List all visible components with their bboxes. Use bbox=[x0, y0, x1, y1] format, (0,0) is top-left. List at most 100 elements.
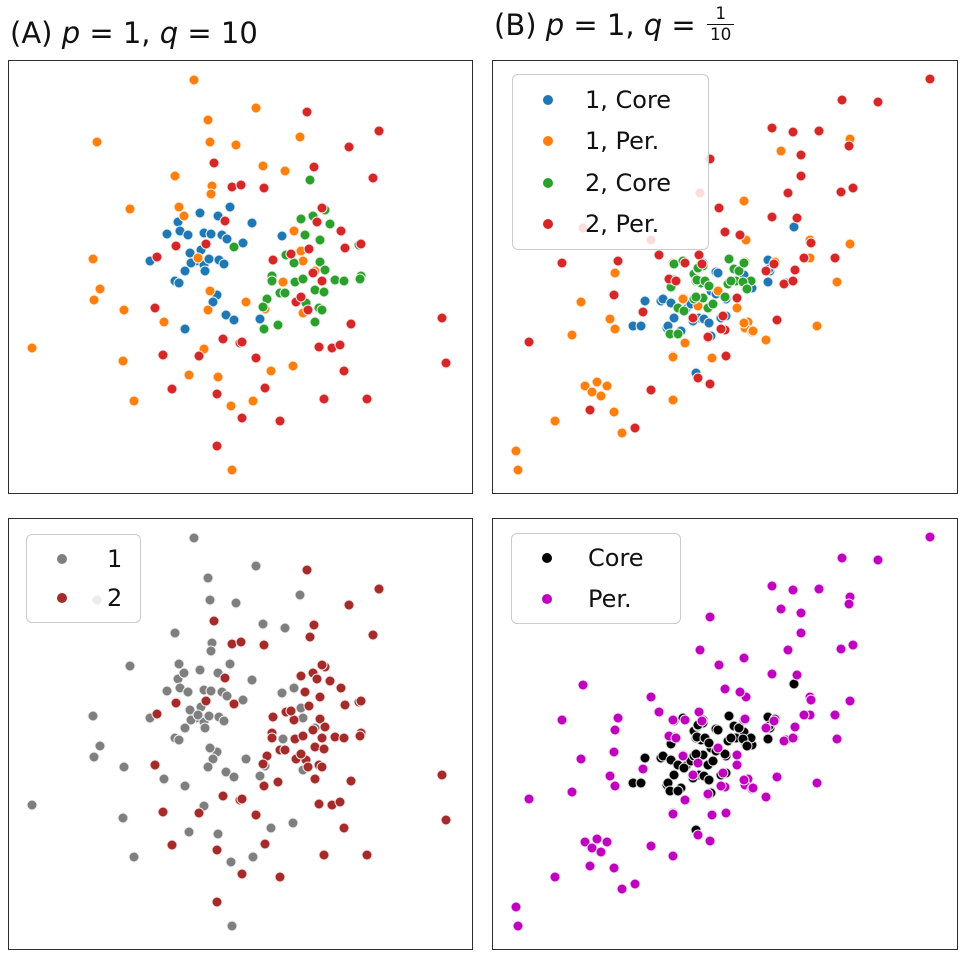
data-point-1-per bbox=[183, 369, 195, 381]
data-point-1-per bbox=[250, 102, 262, 114]
data-point-2 bbox=[272, 776, 284, 788]
data-point-2 bbox=[236, 868, 248, 880]
data-point-core bbox=[672, 785, 684, 797]
data-point-per bbox=[734, 686, 746, 698]
data-point-per bbox=[775, 603, 787, 615]
data-point-2-per bbox=[236, 336, 248, 348]
data-point-2 bbox=[299, 686, 311, 698]
data-point-2 bbox=[316, 732, 328, 744]
data-point-2-per bbox=[608, 289, 620, 301]
scatter-panel-c: 1 2 bbox=[8, 518, 473, 950]
data-point-2-per bbox=[170, 240, 182, 252]
data-point-2-per bbox=[436, 312, 448, 324]
data-point-core bbox=[639, 752, 651, 764]
data-point-2-per bbox=[361, 393, 373, 405]
data-point-1 bbox=[161, 685, 173, 697]
data-point-1-per bbox=[124, 203, 136, 215]
legend-item: Per. bbox=[512, 585, 680, 613]
data-point-1 bbox=[218, 715, 230, 727]
data-point-1-per bbox=[566, 329, 578, 341]
data-point-1-core bbox=[224, 201, 236, 213]
data-point-1-core bbox=[179, 265, 191, 277]
data-point-1-core bbox=[173, 277, 185, 289]
data-point-1-per bbox=[202, 114, 214, 126]
data-point-1-per bbox=[595, 390, 607, 402]
data-point-2 bbox=[301, 564, 313, 576]
data-point-1-per bbox=[128, 395, 140, 407]
data-point-2-per bbox=[734, 229, 746, 241]
data-point-2-per bbox=[787, 275, 799, 287]
data-point-2-per bbox=[285, 248, 297, 260]
data-point-2-per bbox=[702, 331, 714, 343]
data-point-per bbox=[645, 840, 657, 852]
legend-label: Per. bbox=[588, 584, 632, 613]
data-point-2-per bbox=[795, 149, 807, 161]
data-point-1 bbox=[228, 771, 240, 783]
data-point-per bbox=[747, 782, 759, 794]
data-point-1-per bbox=[204, 285, 216, 297]
data-point-2 bbox=[211, 844, 223, 856]
data-point-2-per bbox=[367, 172, 379, 184]
data-point-1-per bbox=[609, 323, 621, 335]
data-point-1 bbox=[246, 674, 258, 686]
data-point-1-per bbox=[760, 334, 772, 346]
legend-label: 2, Per. bbox=[585, 210, 660, 239]
data-point-2-core bbox=[257, 301, 269, 313]
data-point-2-per bbox=[316, 202, 328, 214]
data-point-2 bbox=[354, 730, 366, 742]
data-point-per bbox=[720, 807, 732, 819]
data-point-1-per bbox=[579, 380, 591, 392]
data-point-2-per bbox=[335, 225, 347, 237]
data-point-2 bbox=[318, 849, 330, 861]
data-point-1-per bbox=[230, 139, 242, 151]
data-point-per bbox=[692, 829, 704, 841]
data-point-1-per bbox=[679, 337, 691, 349]
data-point-2-per bbox=[193, 350, 205, 362]
data-point-2-per bbox=[316, 275, 328, 287]
data-point-1-per bbox=[549, 415, 561, 427]
data-point-2 bbox=[318, 743, 330, 755]
data-point-2-per bbox=[313, 341, 325, 353]
data-point-1 bbox=[240, 753, 252, 765]
data-point-core bbox=[678, 762, 690, 774]
data-point-per bbox=[795, 607, 807, 619]
data-point-per bbox=[667, 714, 679, 726]
data-point-1 bbox=[277, 733, 289, 745]
data-point-2 bbox=[345, 775, 357, 787]
data-point-2-per bbox=[782, 187, 794, 199]
data-point-2 bbox=[274, 871, 286, 883]
data-point-2-per bbox=[760, 265, 772, 277]
data-point-1 bbox=[183, 826, 195, 838]
data-point-1-per bbox=[118, 304, 130, 316]
data-point-2-per bbox=[813, 125, 825, 137]
data-point-2 bbox=[343, 599, 355, 611]
data-point-2 bbox=[355, 695, 367, 707]
data-point-core bbox=[668, 769, 680, 781]
data-point-1-per bbox=[226, 464, 238, 476]
data-point-1-per bbox=[88, 294, 100, 306]
data-point-1 bbox=[276, 687, 288, 699]
data-point-1 bbox=[288, 682, 300, 694]
data-point-per bbox=[829, 709, 841, 721]
data-point-2-per bbox=[704, 378, 716, 390]
data-point-2-per bbox=[311, 216, 323, 228]
data-point-1 bbox=[117, 812, 129, 824]
legend-label: 1, Per. bbox=[585, 127, 660, 156]
data-point-2-core bbox=[299, 229, 311, 241]
data-point-1-core bbox=[182, 229, 194, 241]
data-point-1-per bbox=[277, 276, 289, 288]
data-point-per bbox=[706, 809, 718, 821]
data-point-per bbox=[847, 639, 859, 651]
data-point-2-per bbox=[717, 310, 729, 322]
legend-marker-1-core bbox=[543, 94, 553, 105]
data-point-2 bbox=[361, 849, 373, 861]
data-point-1-per bbox=[747, 325, 759, 337]
data-point-2-per bbox=[645, 384, 657, 396]
data-point-1-per bbox=[738, 195, 750, 207]
data-point-1 bbox=[202, 572, 214, 584]
data-point-2-core bbox=[318, 286, 330, 298]
data-point-per bbox=[731, 759, 743, 771]
data-point-2-core bbox=[316, 304, 328, 316]
data-point-2-core bbox=[319, 264, 331, 276]
data-point-2 bbox=[316, 761, 328, 773]
